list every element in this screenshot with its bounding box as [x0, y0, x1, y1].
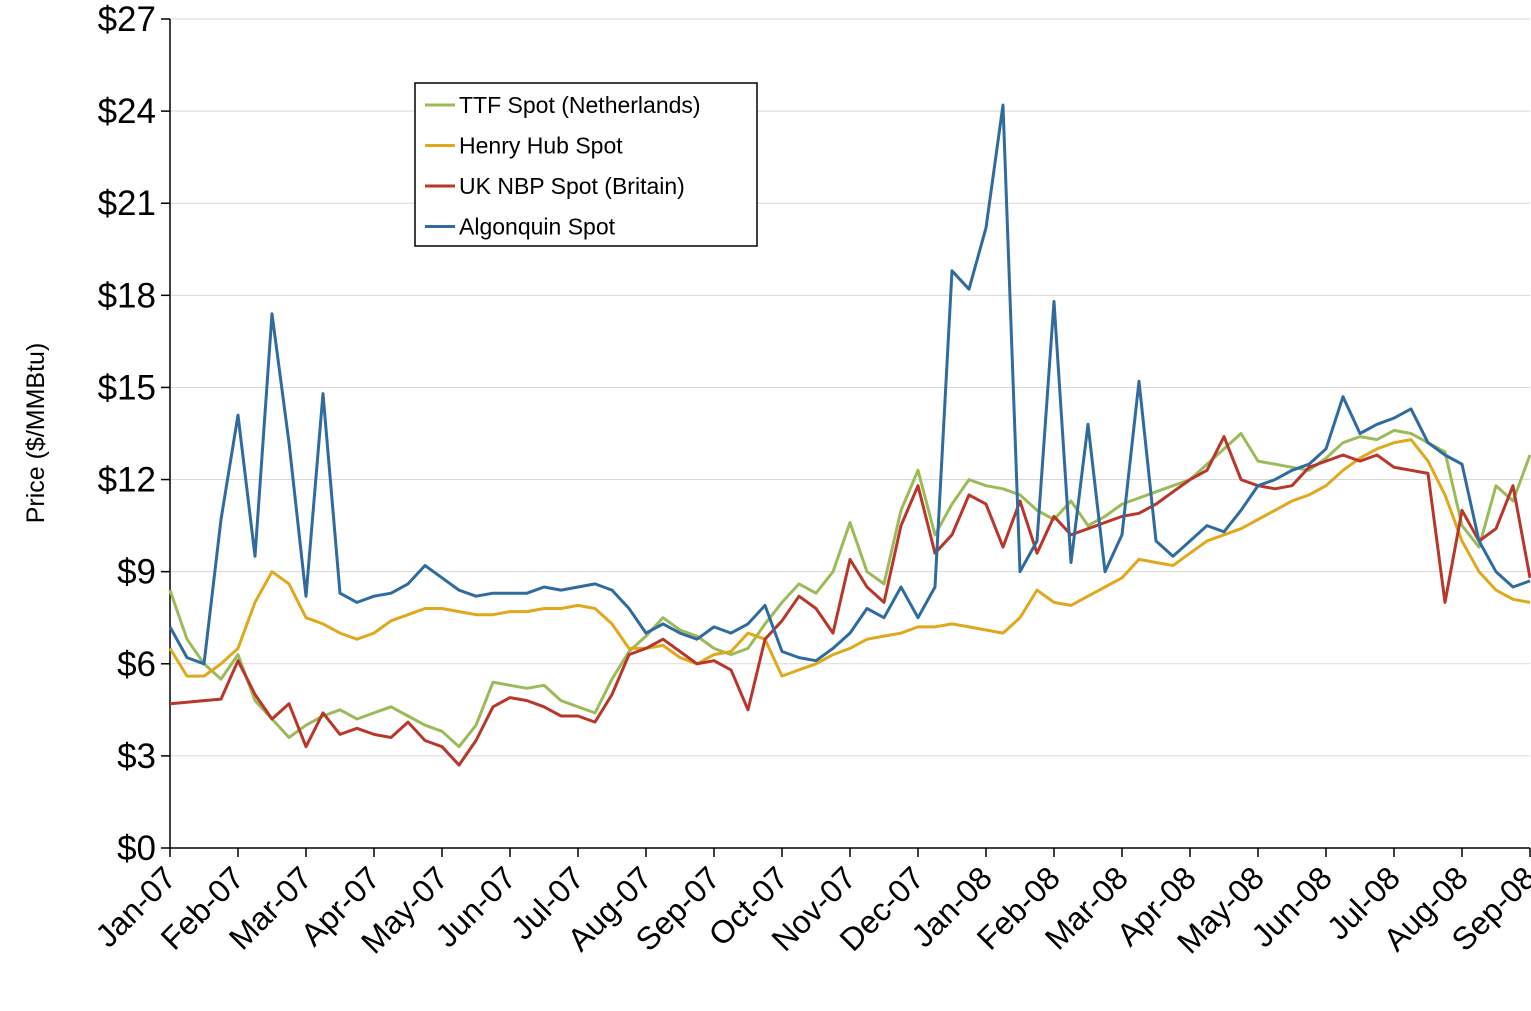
legend-label: Algonquin Spot	[459, 214, 616, 240]
series-line	[169, 435, 1531, 767]
legend-label: Henry Hub Spot	[459, 133, 623, 159]
y-tick-label: $3	[117, 737, 156, 776]
legend-box	[414, 82, 758, 247]
y-tick-label: $21	[98, 184, 156, 223]
y-axis-label: Price ($/MMBtu)	[22, 343, 50, 524]
y-tick-label: $6	[117, 645, 156, 684]
y-tick-label: $12	[98, 461, 156, 500]
y-tick-label: $9	[117, 553, 156, 592]
series-line	[168, 103, 1531, 666]
y-tick-label: $15	[98, 368, 156, 407]
y-tick-label: $0	[117, 829, 156, 868]
y-tick-label: $27	[98, 0, 156, 39]
legend: TTF Spot (Netherlands) Henry Hub Spot UK N…	[414, 82, 758, 247]
series-line	[168, 438, 1531, 678]
y-tick-label: $18	[98, 276, 156, 315]
legend-label: UK NBP Spot (Britain)	[459, 173, 685, 199]
series-line	[168, 428, 1531, 749]
legend-label: TTF Spot (Netherlands)	[459, 92, 701, 118]
y-tick-label: $24	[98, 92, 156, 131]
